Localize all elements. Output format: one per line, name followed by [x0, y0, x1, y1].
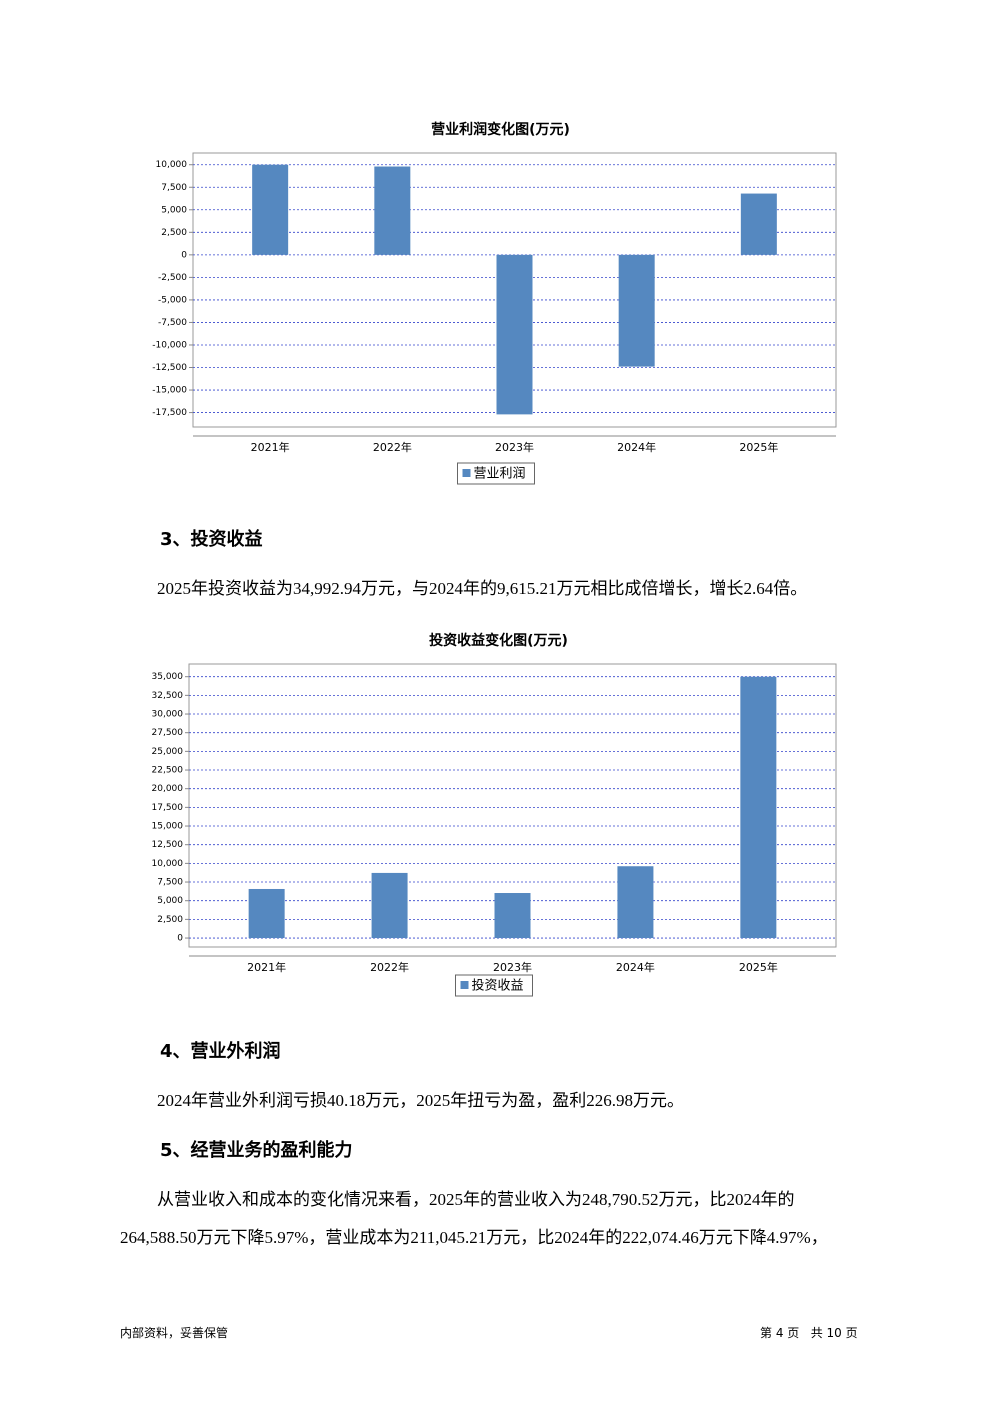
y-tick-label: 12,500 [152, 840, 184, 850]
legend-swatch [460, 981, 469, 989]
section-heading: 3、投资收益 [160, 529, 263, 550]
section-heading: 4、营业外利润 [160, 1041, 281, 1062]
y-tick-label: 0 [177, 934, 183, 944]
bar [248, 888, 285, 939]
y-tick-label: -2,500 [158, 273, 187, 283]
paragraph-line: 264,588.50万元下降5.97%，营业成本为211,045.21万元，比2… [120, 1228, 828, 1247]
paragraph-line: 2024年营业外利润亏损40.18万元，2025年扭亏为盈，盈利226.98万元… [157, 1091, 684, 1110]
x-tick-label: 2022年 [373, 440, 412, 454]
x-tick-label: 2024年 [617, 440, 656, 454]
x-tick-label: 2025年 [739, 960, 778, 974]
y-tick-label: -12,500 [152, 363, 187, 373]
bar [740, 676, 777, 939]
x-tick-label: 2023年 [493, 960, 532, 974]
bar [494, 893, 531, 939]
y-tick-label: 35,000 [152, 672, 184, 682]
chart-title: 投资收益变化图(万元) [429, 632, 568, 649]
y-tick-label: -17,500 [152, 408, 187, 418]
y-tick-label: 15,000 [152, 822, 184, 832]
legend-box [457, 462, 535, 485]
bar [740, 193, 777, 255]
plot-frame [188, 663, 837, 948]
y-tick-label: 10,000 [156, 160, 188, 170]
y-tick-label: 22,500 [152, 766, 184, 776]
bar [374, 166, 411, 255]
y-tick-label: -5,000 [158, 295, 187, 305]
x-tick-label: 2024年 [616, 960, 655, 974]
x-tick-label: 2021年 [251, 440, 290, 454]
legend-swatch [462, 469, 471, 477]
x-tick-label: 2021年 [247, 960, 286, 974]
y-tick-label: 10,000 [152, 859, 184, 869]
x-tick-label: 2022年 [370, 960, 409, 974]
legend-box [455, 974, 533, 997]
x-tick-label: 2023年 [495, 440, 534, 454]
section-heading: 5、经营业务的盈利能力 [160, 1140, 353, 1161]
y-tick-label: 25,000 [152, 747, 184, 757]
y-tick-label: 7,500 [161, 183, 187, 193]
y-tick-label: 5,000 [161, 205, 187, 215]
chart-title: 营业利润变化图(万元) [431, 121, 570, 138]
paragraph-line: 2025年投资收益为34,992.94万元，与2024年的9,615.21万元相… [157, 579, 808, 598]
y-tick-label: 2,500 [161, 228, 187, 238]
legend-label: 投资收益 [472, 978, 524, 994]
y-tick-label: 20,000 [152, 784, 184, 794]
y-tick-label: -7,500 [158, 318, 187, 328]
y-tick-label: 7,500 [157, 878, 183, 888]
y-tick-label: 0 [181, 250, 187, 260]
footer-right: 第 4 页 共 10 页 [760, 1326, 858, 1340]
footer-left: 内部资料，妥善保管 [120, 1326, 229, 1340]
y-tick-label: 5,000 [157, 896, 183, 906]
x-tick-label: 2025年 [739, 440, 778, 454]
bar [617, 866, 654, 939]
bar [618, 254, 655, 367]
bar [496, 254, 533, 415]
y-tick-label: -10,000 [152, 340, 187, 350]
y-tick-label: 30,000 [152, 710, 184, 720]
y-tick-label: 27,500 [152, 728, 184, 738]
y-tick-label: 32,500 [152, 691, 184, 701]
paragraph-line: 从营业收入和成本的变化情况来看，2025年的营业收入为248,790.52万元，… [157, 1190, 795, 1209]
bar [371, 872, 408, 939]
legend-label: 营业利润 [474, 467, 526, 482]
plot-frame [192, 152, 837, 428]
y-tick-label: 17,500 [152, 803, 184, 813]
y-tick-label: -15,000 [152, 386, 187, 396]
y-tick-label: 2,500 [157, 915, 183, 925]
bar [252, 164, 289, 255]
